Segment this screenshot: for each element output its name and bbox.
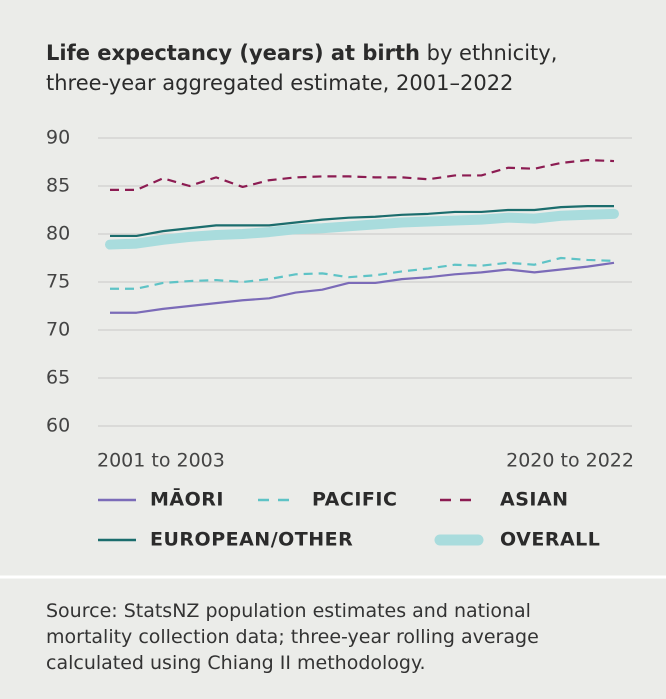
chart-title: Life expectancy (years) at birth by ethn…	[46, 41, 557, 65]
series-line	[105, 208, 619, 250]
y-tick-label: 80	[46, 223, 70, 245]
legend-label: EUROPEAN/OTHER	[150, 529, 353, 551]
legend-label: OVERALL	[500, 529, 600, 551]
y-tick-label: 60	[46, 415, 70, 437]
source: Source: StatsNZ population estimates and…	[46, 598, 539, 676]
source-line: Source: StatsNZ population estimates and…	[46, 600, 531, 622]
y-tick-label: 65	[46, 367, 70, 389]
y-tick-label: 70	[46, 319, 70, 341]
source-line: mortality collection data; three-year ro…	[46, 626, 539, 648]
series-line	[110, 158, 615, 191]
chart: Life expectancy (years) at birth by ethn…	[0, 41, 666, 579]
x-tick-label: 2001 to 2003	[97, 450, 225, 472]
source-line: calculated using Chiang II methodology.	[46, 652, 426, 674]
x-tick-label: 2020 to 2022	[506, 450, 634, 472]
series-line	[110, 256, 615, 290]
title-rest: by ethnicity,	[420, 41, 557, 65]
title-bold: Life expectancy (years) at birth	[46, 41, 420, 65]
series-line	[110, 205, 614, 238]
legend-label: MĀORI	[150, 488, 224, 511]
y-tick-label: 75	[46, 271, 70, 293]
legend-label: PACIFIC	[312, 489, 397, 511]
series-line	[110, 261, 615, 314]
y-tick-label: 85	[46, 175, 70, 197]
y-tick-label: 90	[46, 127, 70, 149]
legend-label: ASIAN	[500, 489, 569, 511]
chart-subtitle: three-year aggregated estimate, 2001–202…	[46, 71, 513, 95]
